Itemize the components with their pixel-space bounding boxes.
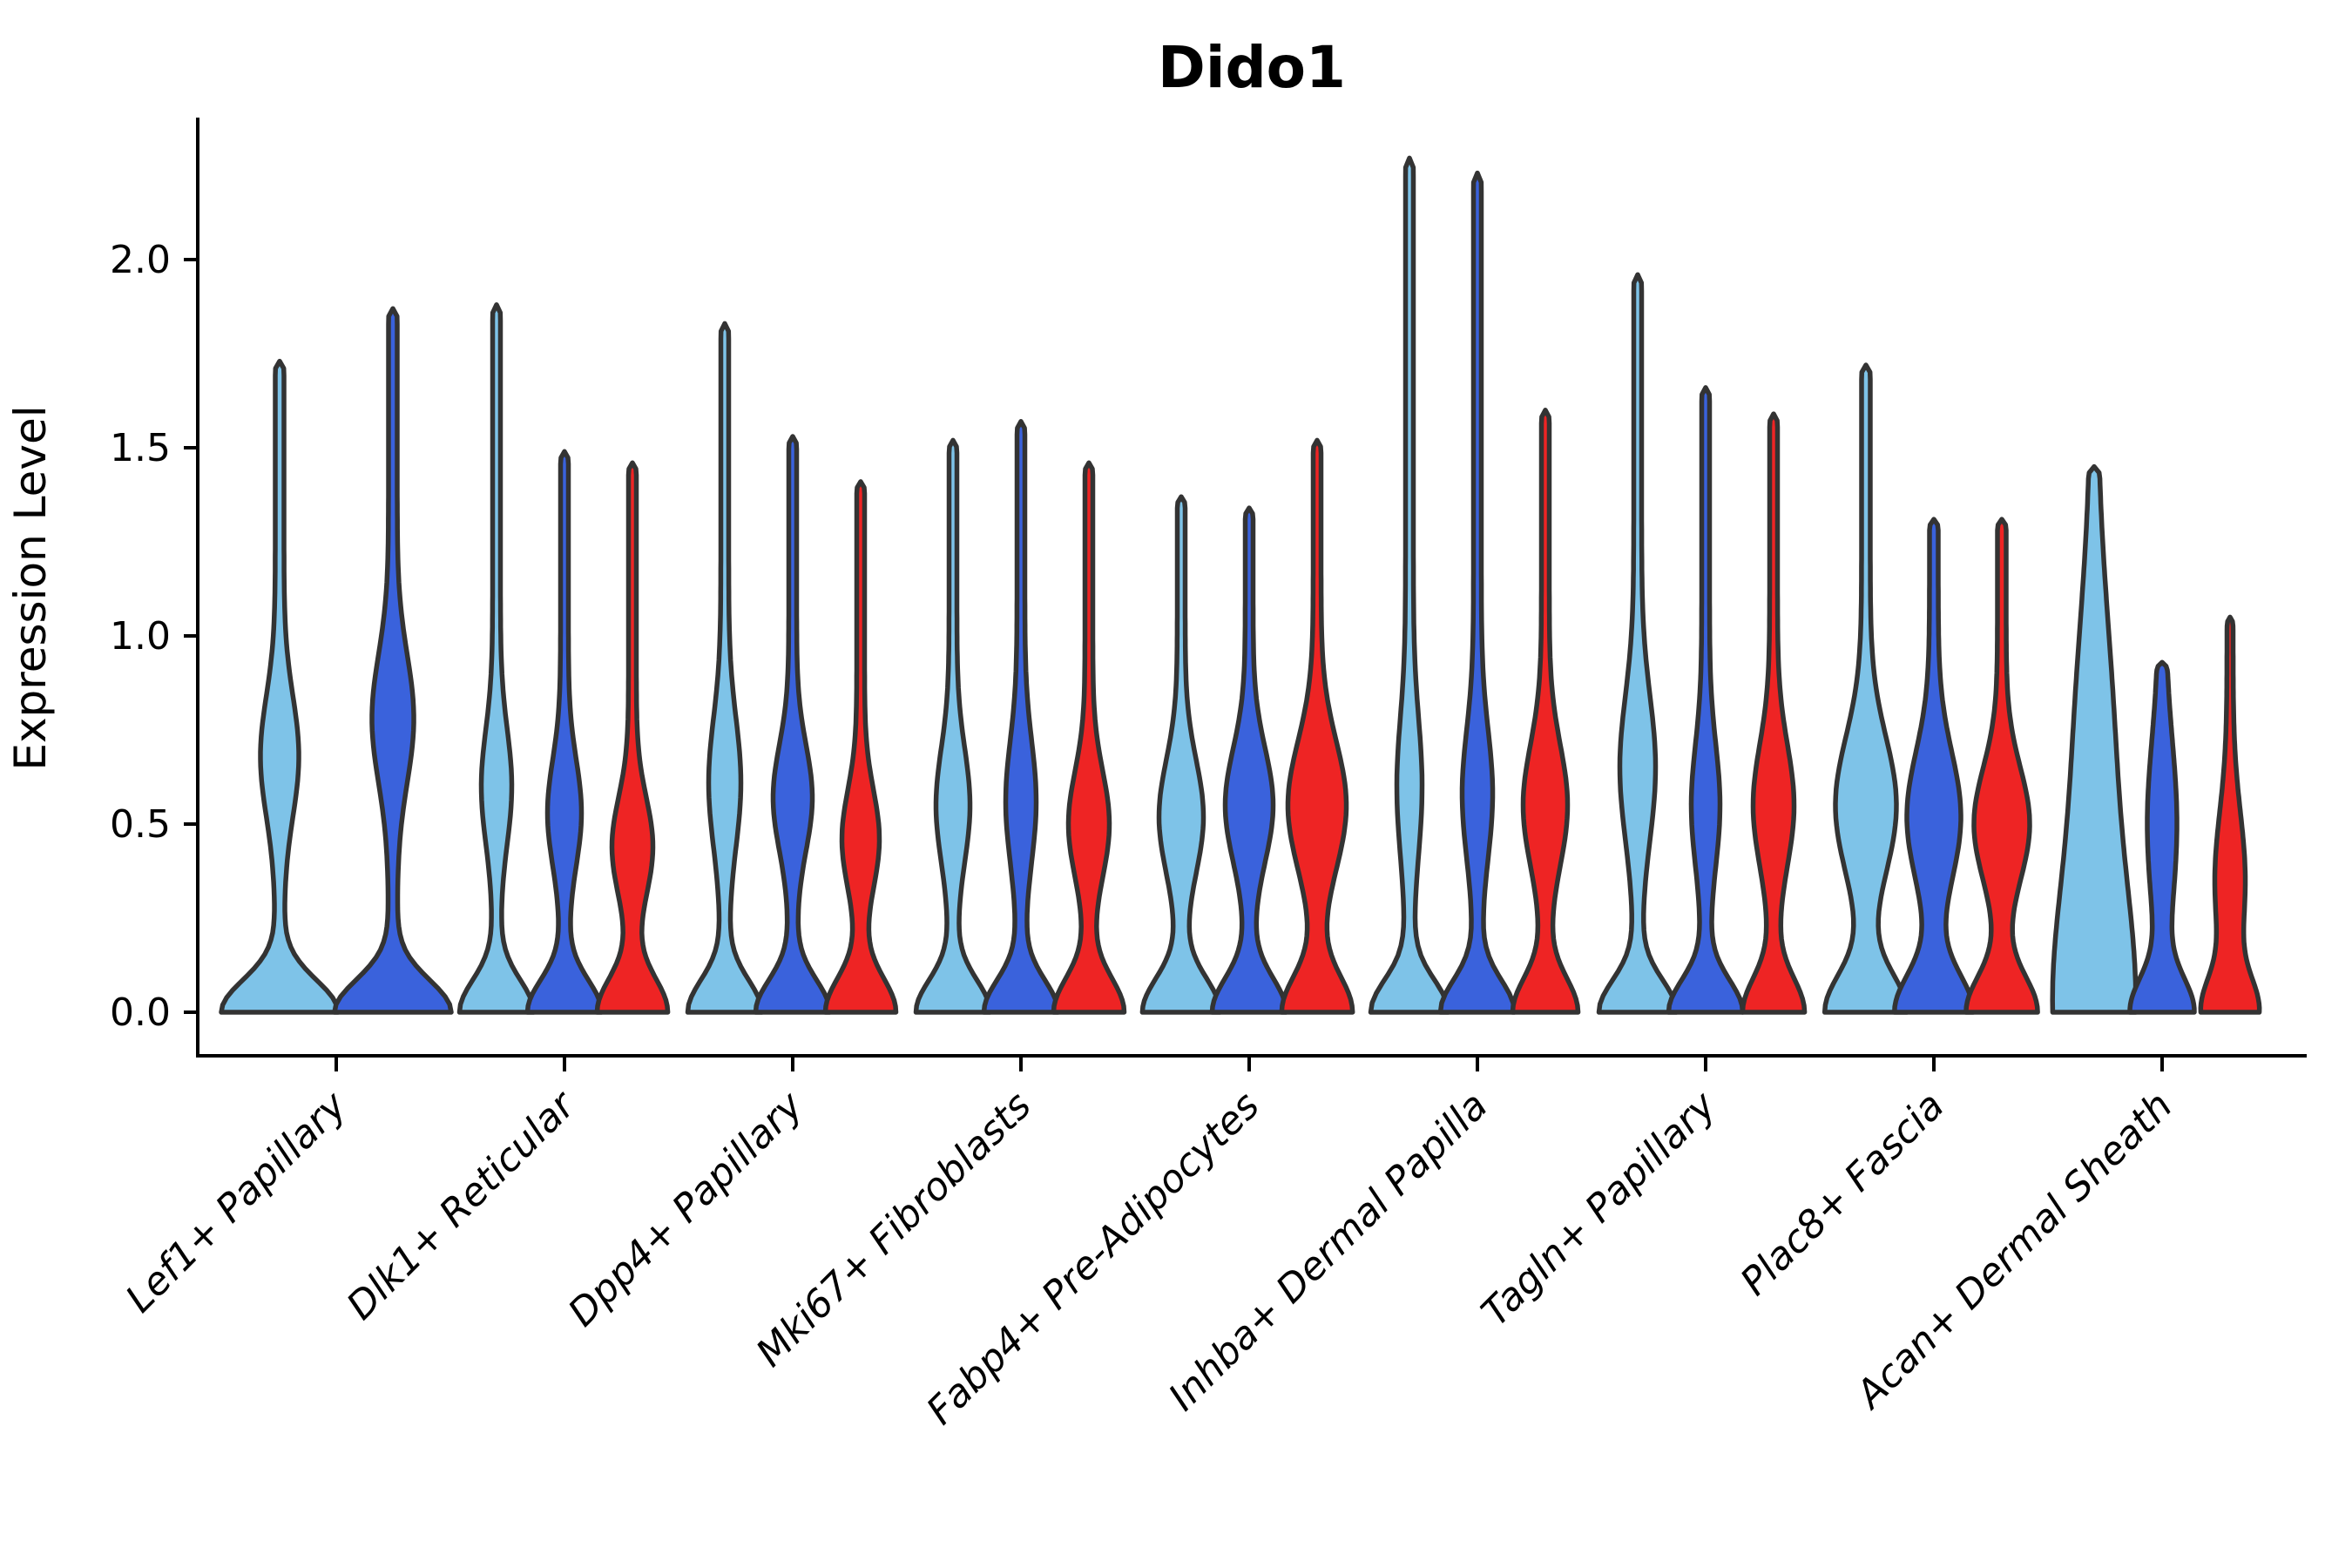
violin-blue	[753, 434, 833, 1015]
y-axis-label: Expression Level	[5, 405, 56, 770]
violin-red	[1279, 437, 1355, 1015]
x-tick-label: Lef1+ Papillary	[118, 1083, 356, 1321]
violin-lightblue	[219, 358, 341, 1015]
violin-lightblue	[456, 302, 537, 1015]
violin-blue	[1666, 385, 1746, 1015]
violin-lightblue	[1596, 272, 1680, 1015]
violin-lightblue	[685, 321, 765, 1015]
violin-blue	[1892, 517, 1976, 1015]
violin-red	[1963, 517, 2040, 1015]
x-tick-label: Plac8+ Fascia	[1732, 1084, 1952, 1304]
y-tick-label: 1.5	[110, 426, 171, 470]
violins-layer	[219, 155, 2262, 1015]
violin-red	[1051, 460, 1127, 1015]
violin-blue	[524, 449, 605, 1015]
violin-lightblue	[1368, 155, 1451, 1015]
violin-lightblue	[913, 437, 993, 1015]
y-tick-label: 1.0	[110, 614, 171, 659]
violin-blue	[981, 419, 1061, 1015]
violin-blue	[1437, 170, 1517, 1015]
x-tick-label: Tagln+ Papillary	[1473, 1083, 1725, 1335]
violin-red	[1740, 411, 1808, 1015]
violin-red	[822, 479, 899, 1015]
y-tick-label: 2.0	[110, 238, 171, 282]
y-axis-ticks: 0.0 0.5 1.0 1.5 2.0	[110, 238, 198, 1035]
y-tick-label: 0.0	[110, 990, 171, 1035]
x-tick-label: Dlk1+ Reticular	[338, 1082, 585, 1328]
x-tick-label: Dpp4+ Papillary	[560, 1083, 813, 1335]
violin-lightblue	[1139, 494, 1223, 1015]
violin-lightblue	[2050, 463, 2139, 1015]
violin-lightblue	[1821, 362, 1910, 1015]
violin-red	[2198, 614, 2262, 1015]
violin-red	[594, 460, 671, 1015]
y-tick-label: 0.5	[110, 802, 171, 847]
violin-blue	[332, 306, 454, 1015]
violin-red	[1510, 408, 1581, 1015]
violin-blue	[2127, 659, 2197, 1015]
chart-title: Dido1	[1158, 34, 1346, 101]
violin-blue	[1209, 505, 1289, 1015]
